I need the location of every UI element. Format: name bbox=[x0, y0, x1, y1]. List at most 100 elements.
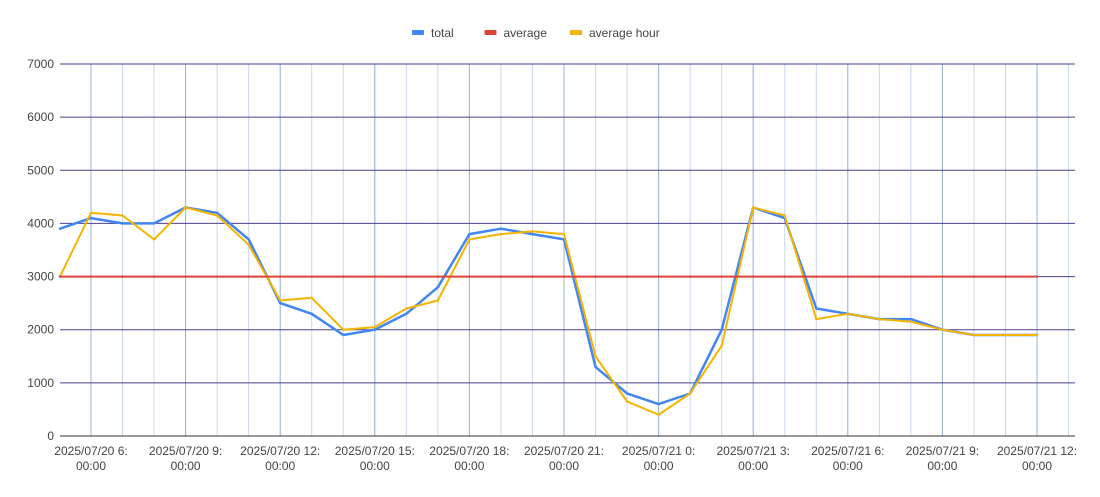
data-point-total bbox=[531, 232, 534, 236]
x-tick-label-time: 00:00 bbox=[1022, 459, 1052, 473]
x-tick-label: 2025/07/21 3: bbox=[716, 444, 789, 458]
data-point-total bbox=[499, 227, 503, 230]
data-point-average-hour bbox=[752, 206, 755, 209]
legend-label-average-hour: average hour bbox=[589, 26, 660, 40]
x-tick-label-time: 00:00 bbox=[644, 459, 674, 473]
data-point-average-hour bbox=[688, 392, 692, 395]
data-point-average-hour bbox=[941, 328, 944, 331]
data-point-total bbox=[310, 312, 313, 315]
legend-swatch-average bbox=[484, 30, 497, 35]
data-point-average-hour bbox=[846, 312, 849, 315]
x-tick-label-time: 00:00 bbox=[76, 459, 106, 473]
data-point-average-hour bbox=[247, 243, 250, 246]
x-tick-label-time: 00:00 bbox=[927, 459, 957, 473]
x-tick-label: 2025/07/20 6: bbox=[54, 444, 127, 458]
data-point-total bbox=[215, 211, 219, 214]
data-point-average bbox=[436, 275, 440, 278]
data-point-average bbox=[783, 275, 786, 278]
y-tick-label: 5000 bbox=[27, 163, 54, 177]
legend-swatch-total bbox=[412, 30, 424, 35]
data-point-average-hour bbox=[468, 238, 471, 241]
data-point-average bbox=[752, 275, 755, 278]
x-tick-label-time: 00:00 bbox=[265, 459, 295, 473]
data-point-average bbox=[562, 275, 566, 278]
data-point-total bbox=[468, 232, 471, 236]
x-tick-label: 2025/07/20 15: bbox=[335, 444, 415, 458]
data-point-average bbox=[247, 275, 250, 278]
data-point-average-hour bbox=[215, 214, 219, 217]
data-point-average-hour bbox=[405, 307, 408, 310]
data-point-average bbox=[625, 275, 629, 278]
data-point-average bbox=[342, 275, 345, 278]
x-tick-label-time: 00:00 bbox=[454, 459, 484, 473]
data-point-average-hour bbox=[342, 328, 345, 331]
data-point-average bbox=[720, 275, 723, 278]
data-point-average-hour bbox=[878, 317, 881, 321]
x-tick-label: 2025/07/20 18: bbox=[429, 444, 509, 458]
data-point-total bbox=[594, 365, 597, 369]
data-point-average bbox=[531, 275, 534, 278]
data-point-total bbox=[625, 392, 629, 395]
data-point-average bbox=[941, 275, 944, 278]
x-tick-label-time: 00:00 bbox=[171, 459, 201, 473]
data-point-total bbox=[121, 222, 124, 225]
data-point-average-hour bbox=[373, 325, 376, 329]
data-point-average-hour bbox=[531, 230, 534, 233]
x-tick-label: 2025/07/21 6: bbox=[811, 444, 884, 458]
x-tick-label: 2025/07/21 12: bbox=[997, 444, 1077, 458]
y-tick-label: 0 bbox=[47, 429, 54, 443]
data-point-average-hour bbox=[89, 211, 93, 214]
data-point-average-hour bbox=[783, 214, 786, 217]
data-point-average bbox=[594, 275, 597, 278]
series-layer bbox=[58, 206, 1039, 416]
data-point-average bbox=[1004, 275, 1007, 278]
data-point-average bbox=[279, 275, 282, 278]
series-line-total bbox=[59, 206, 1037, 406]
data-point-total bbox=[373, 328, 376, 331]
data-point-average-hour bbox=[1035, 333, 1039, 337]
data-point-average bbox=[468, 275, 471, 278]
y-tick-label: 2000 bbox=[27, 323, 54, 337]
data-point-average bbox=[972, 275, 976, 278]
data-point-average-hour bbox=[972, 333, 976, 337]
data-point-average bbox=[878, 275, 881, 278]
data-point-average-hour bbox=[562, 232, 566, 236]
data-point-average-hour bbox=[121, 214, 124, 217]
legend-label-average: average bbox=[504, 26, 548, 40]
data-point-total bbox=[405, 312, 408, 315]
data-point-average-hour bbox=[279, 299, 282, 302]
data-point-average bbox=[89, 275, 93, 278]
data-point-average bbox=[58, 275, 62, 278]
x-tick-label: 2025/07/20 21: bbox=[524, 444, 604, 458]
data-point-average-hour bbox=[310, 296, 313, 300]
data-point-average bbox=[184, 275, 187, 278]
data-point-average bbox=[373, 275, 376, 278]
data-point-average bbox=[1035, 275, 1039, 278]
data-point-average bbox=[499, 275, 503, 278]
data-point-average-hour bbox=[184, 206, 187, 209]
data-point-average-hour bbox=[152, 238, 156, 241]
data-point-average-hour bbox=[499, 232, 503, 236]
data-point-average-hour bbox=[815, 317, 818, 321]
data-point-average bbox=[657, 275, 660, 278]
data-point-total bbox=[89, 216, 93, 220]
y-tick-label: 6000 bbox=[27, 110, 54, 124]
data-point-average bbox=[815, 275, 818, 278]
data-point-total bbox=[436, 286, 440, 289]
x-tick-label-time: 00:00 bbox=[549, 459, 579, 473]
y-tick-label: 7000 bbox=[27, 57, 54, 71]
data-point-total bbox=[152, 222, 156, 225]
data-point-average bbox=[688, 275, 692, 278]
data-point-average-hour bbox=[1004, 333, 1007, 337]
data-point-average-hour bbox=[657, 413, 660, 416]
data-point-average bbox=[121, 275, 124, 278]
data-point-average-hour bbox=[625, 400, 629, 403]
x-tick-label: 2025/07/21 9: bbox=[906, 444, 979, 458]
y-tick-label: 3000 bbox=[27, 270, 54, 284]
data-point-total bbox=[247, 238, 250, 241]
data-point-average bbox=[215, 275, 219, 278]
data-point-average-hour bbox=[720, 344, 723, 347]
legend-label-total: total bbox=[431, 26, 454, 40]
data-point-average bbox=[405, 275, 408, 278]
